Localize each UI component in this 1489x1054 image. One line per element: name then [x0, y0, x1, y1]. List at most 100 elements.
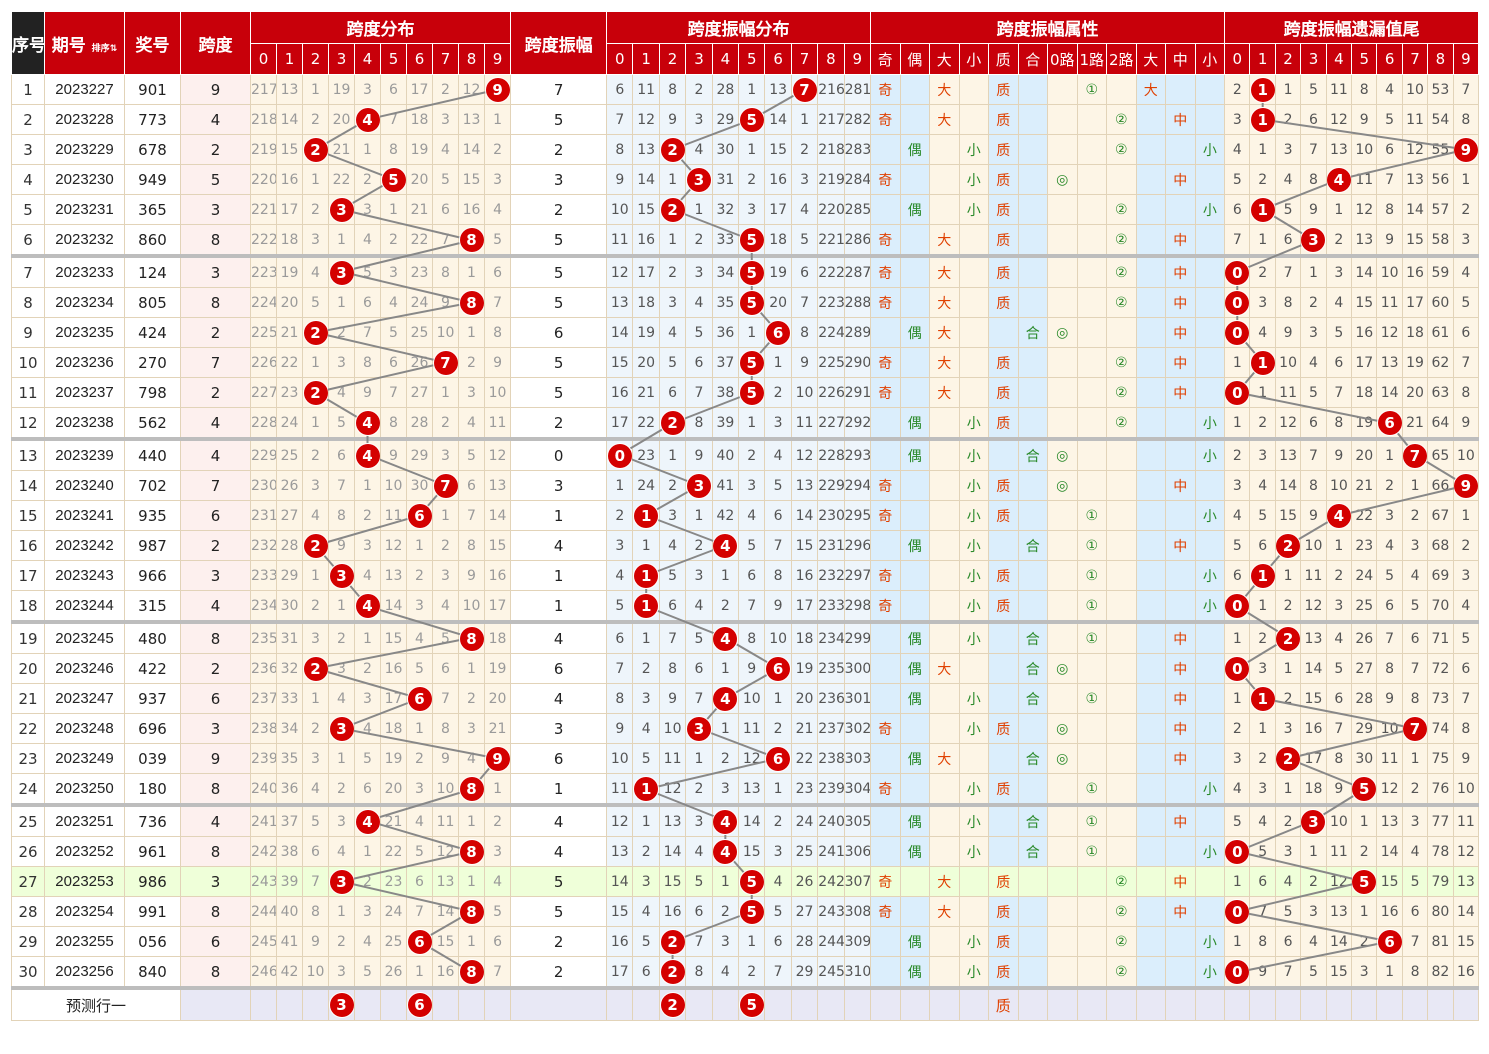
attr-cell: 中: [1165, 620, 1196, 654]
attr-cell: [1106, 620, 1137, 654]
miss-cell: 0: [1224, 287, 1251, 318]
miss-cell: 4: [1300, 926, 1327, 957]
attr-cell: 奇: [870, 713, 901, 744]
miss-digit-header: 8: [1427, 43, 1454, 75]
amp-dist-cell: 288: [843, 287, 872, 318]
span-ball: 4: [355, 809, 380, 834]
attr-cell: 小: [1194, 560, 1226, 591]
miss-cell: 73: [1427, 683, 1454, 714]
span-digit-header: 1: [276, 43, 303, 75]
attr-cell: [1135, 377, 1167, 408]
span-dist-cell: 228: [250, 407, 277, 440]
row-issue: 2023245: [44, 620, 125, 654]
row-amplitude: 2: [510, 134, 608, 165]
miss-ball: 5: [1352, 776, 1376, 801]
miss-cell: 0: [1224, 896, 1251, 927]
amp-dist-cell: 8: [606, 134, 634, 165]
amp-dist-cell: 1: [606, 470, 634, 501]
amp-dist-cell: 1: [738, 317, 766, 348]
amp-dist-cell: 24: [790, 803, 819, 837]
row-amplitude: 1: [510, 590, 608, 623]
miss-cell: 64: [1427, 407, 1454, 440]
attr-cell: [929, 773, 960, 806]
attr-cell: [870, 317, 901, 348]
span-dist-cell: 1: [458, 254, 485, 288]
pred-amp-dist: [790, 986, 819, 1021]
span-dist-cell: 239: [250, 743, 277, 774]
miss-cell: 2: [1249, 743, 1276, 774]
attr-cell: 奇: [870, 104, 901, 135]
amp-dist-cell: 11: [606, 773, 634, 806]
amp-dist-cell: 235: [817, 653, 845, 684]
attr-cell: 合: [1017, 530, 1049, 561]
attr-cell: [1017, 74, 1049, 105]
span-dist-cell: 26: [276, 470, 303, 501]
attr-cell: [1076, 134, 1108, 165]
miss-cell: 6: [1300, 104, 1327, 135]
miss-cell: 9: [1325, 437, 1353, 471]
span-dist-cell: 22: [380, 836, 407, 867]
attr-cell: [1047, 194, 1078, 225]
attr-cell: [929, 836, 960, 867]
attr-cell: [1047, 926, 1078, 957]
row-span: 8: [180, 956, 251, 989]
attr-cell: 小: [958, 560, 990, 591]
amp-dist-cell: 232: [817, 560, 845, 591]
span-dist-cell: 21: [406, 194, 433, 225]
span-dist-cell: 3: [302, 620, 329, 654]
span-dist-cell: 9: [354, 377, 381, 408]
row-index: 23: [11, 743, 45, 774]
attr-cell: 大: [929, 317, 960, 348]
attr-cell: [870, 194, 901, 225]
attr-cell: [1106, 164, 1137, 195]
attr-cell: [958, 74, 990, 105]
pred-span-dist: [380, 986, 407, 1021]
header-issue[interactable]: 期号 排序⇅: [44, 11, 125, 75]
attr-cell: 质: [988, 773, 1019, 806]
span-dist-cell: 8: [380, 134, 407, 165]
span-ball: 6: [407, 929, 432, 954]
amp-dist-cell: 5: [764, 896, 792, 927]
span-dist-cell: 24: [380, 896, 407, 927]
miss-ball: 4: [1327, 167, 1351, 192]
amp-dist-cell: 2: [685, 773, 713, 806]
span-dist-cell: 2: [354, 866, 381, 897]
amp-dist-cell: 3: [685, 713, 713, 744]
attr-cell: ②: [1106, 134, 1137, 165]
amp-dist-cell: 2: [658, 926, 687, 957]
table-row: 22 2023248 696 3 238 34 2 3 4 18 1 8 3 21 3 9 4 10 3 1 11 2 21…: [11, 713, 1480, 744]
miss-cell: 8: [1376, 653, 1403, 684]
amp-dist-cell: 3: [658, 500, 687, 531]
amp-dist-cell: 303: [843, 743, 872, 774]
row-amplitude: 3: [510, 470, 608, 501]
row-amplitude: 1: [510, 560, 608, 591]
span-dist-cell: 231: [250, 500, 277, 531]
miss-ball: 6: [1377, 929, 1402, 954]
row-index: 1: [11, 74, 45, 105]
amp-dist-cell: 17: [764, 194, 792, 225]
miss-cell: 1: [1249, 560, 1276, 591]
row-span: 7: [180, 347, 251, 378]
miss-cell: 9: [1452, 743, 1480, 774]
attr-cell: [1047, 287, 1078, 318]
attr-col-header: 偶: [899, 43, 931, 75]
attr-cell: [1194, 713, 1226, 744]
amp-dist-cell: 301: [843, 683, 872, 714]
amp-dist-cell: 23: [632, 437, 660, 471]
miss-cell: 2: [1274, 590, 1302, 623]
row-number: 966: [124, 560, 181, 591]
miss-cell: 3: [1249, 653, 1276, 684]
attr-cell: 奇: [870, 866, 901, 897]
sort-button[interactable]: 排序⇅: [91, 43, 118, 54]
attr-cell: [1017, 956, 1049, 989]
amp-dist-cell: 5: [632, 926, 660, 957]
attr-cell: [988, 836, 1019, 867]
attr-cell: 偶: [899, 194, 931, 225]
miss-cell: 2: [1351, 926, 1378, 957]
row-amplitude: 5: [510, 224, 608, 257]
miss-digit-header: 4: [1325, 43, 1353, 75]
span-dist-cell: 10: [458, 590, 485, 623]
row-index: 11: [11, 377, 45, 408]
amp-dist-cell: 2: [738, 164, 766, 195]
attr-cell: 偶: [899, 926, 931, 957]
